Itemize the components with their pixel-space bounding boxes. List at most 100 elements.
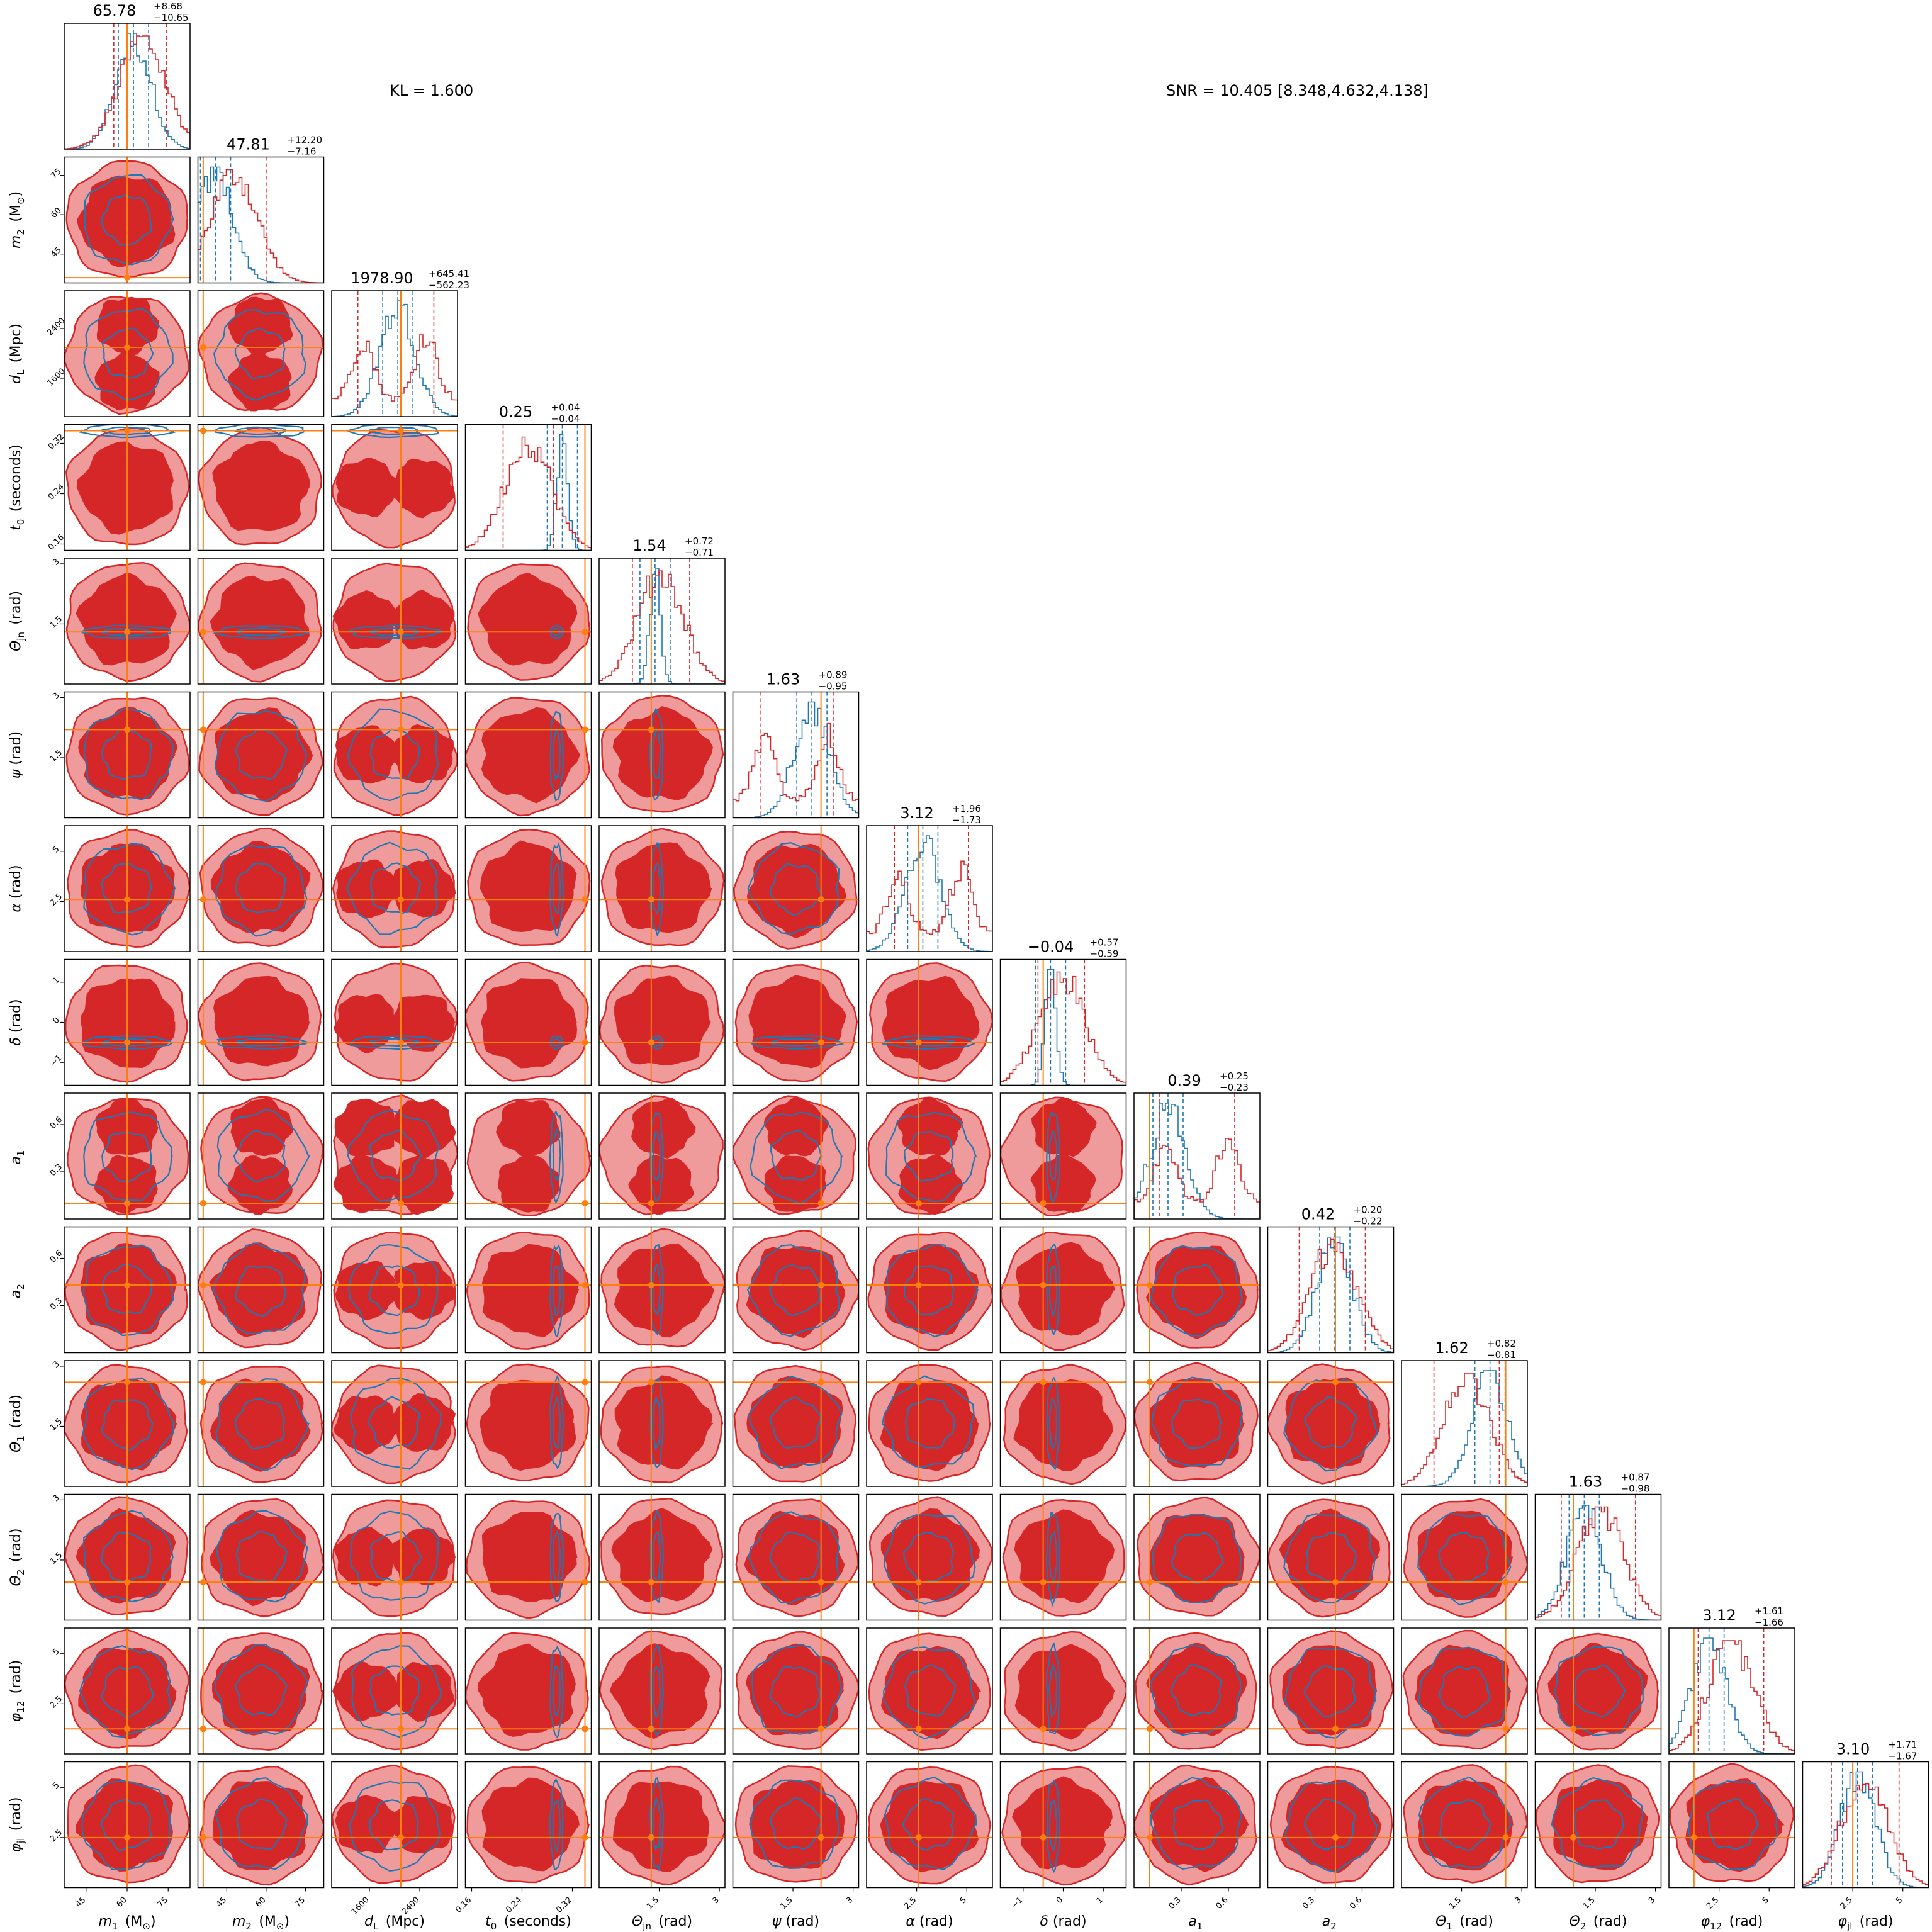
contour-b-outer (1284, 1647, 1377, 1739)
y-tick-label: 1.5 (48, 748, 64, 764)
panel-frame (197, 1226, 325, 1354)
panel-delta-delta (1000, 959, 1126, 1086)
contour-inner-0 (230, 1098, 293, 1157)
title-minus-m2: −7.16 (288, 146, 317, 157)
contour-b-inner (368, 1396, 420, 1449)
panel-frame (331, 825, 458, 952)
panel-delta-alpha (867, 959, 992, 1086)
panel-theta2-alpha (867, 1494, 992, 1620)
truth-point (817, 1834, 824, 1841)
contour-b-outer (649, 1777, 665, 1872)
y-tick-label: 2.5 (48, 1694, 64, 1710)
panel-alpha-theta_jn (599, 826, 725, 952)
contour-b-inner (904, 1664, 957, 1717)
contour-inner-0 (1011, 1776, 1113, 1870)
panel-frame (732, 1226, 860, 1354)
contour-b-outer (83, 709, 174, 800)
y-tick-label: 0.6 (48, 1249, 64, 1264)
contour-inner-1 (391, 1260, 457, 1320)
truth-point (581, 1282, 588, 1288)
title-minus-theta_jn: −0.71 (685, 547, 714, 558)
contour-inner-0 (481, 978, 578, 1069)
panel-frame (1401, 1627, 1528, 1755)
contour-inner-0 (746, 1376, 843, 1469)
truth-point (915, 1578, 922, 1585)
y-axis-label-theta1: Θ1 (rad) (8, 1395, 26, 1452)
contour-inner-0 (1282, 1645, 1378, 1736)
panel-a2-t0 (465, 1227, 592, 1353)
contour-b-inner (100, 1799, 152, 1851)
contour-b-inner (769, 1665, 822, 1717)
truth-point (124, 726, 130, 733)
panel-frame (331, 1360, 458, 1487)
panel-frame (1133, 1627, 1261, 1755)
contour-b-outer (349, 1510, 439, 1601)
hist-a-phi_jl (1802, 1783, 1929, 1888)
panel-phi_jl-a2 (1267, 1761, 1394, 1888)
panel-delta-psi (733, 959, 859, 1086)
truth-point (581, 1834, 588, 1841)
panel-frame (1267, 1627, 1395, 1755)
panel-frame (464, 958, 592, 1086)
title-theta_jn: 1.54 (632, 537, 666, 554)
panel-theta1-delta (1000, 1361, 1126, 1486)
panel-t0-dL (332, 424, 458, 551)
truth-point (398, 1039, 404, 1046)
panel-phi12-m1 (64, 1628, 190, 1754)
panel-phi12-theta_jn (599, 1628, 725, 1754)
contour-b-outer (649, 707, 664, 801)
title-m2: 47.81 (227, 136, 270, 154)
contour-b-outer (649, 1378, 664, 1468)
panel-phi12-t0 (465, 1628, 592, 1754)
contour-b-outer (346, 841, 438, 935)
truth-point (1332, 1834, 1339, 1841)
truth-point (1570, 1726, 1577, 1733)
panel-frame (331, 1092, 458, 1220)
x-tick-label: 60 (254, 1895, 267, 1909)
x-tick-label: 1.5 (1581, 1895, 1597, 1911)
contour-inner-0 (1281, 1779, 1382, 1873)
y-tick-label: 1.5 (48, 614, 64, 630)
panel-frame (64, 1627, 191, 1755)
panel-frame (999, 1627, 1127, 1755)
y-tick-label: 0.3 (48, 1296, 64, 1311)
truth-point (648, 1578, 654, 1585)
title-plus-theta2: +0.87 (1621, 1472, 1650, 1483)
y-tick-label: 1.5 (48, 1551, 64, 1566)
truth-point (1147, 1578, 1153, 1585)
panel-theta2-t0 (465, 1494, 592, 1620)
contour-b-inner (1048, 1530, 1058, 1585)
contour-b-outer (1417, 1646, 1510, 1737)
x-tick-label: 3 (710, 1895, 721, 1906)
title-minus-theta2: −0.98 (1621, 1483, 1650, 1495)
y-tick-label: 0.16 (47, 532, 66, 552)
contour-b-outer (750, 1111, 843, 1205)
y-tick-label: 0 (51, 1016, 61, 1026)
contour-b-inner (1171, 1531, 1224, 1584)
truth-point (199, 1282, 206, 1288)
contour-inner-0 (897, 1097, 963, 1156)
contour-b-inner (369, 1129, 423, 1182)
y-tick-label: 5 (51, 1647, 61, 1657)
contour-inner-0 (81, 843, 175, 933)
contour-b-inner (101, 327, 154, 379)
panel-frame (1401, 1761, 1528, 1889)
panel-phi12-a1 (1134, 1628, 1260, 1754)
contour-b-outer (1283, 1513, 1376, 1603)
panel-a1-t0 (465, 1093, 592, 1219)
panel-m2-m1 (64, 157, 190, 283)
contour-inner-1 (390, 1661, 455, 1722)
panel-frame (1534, 1627, 1662, 1755)
panel-frame (464, 558, 592, 685)
contour-b-inner (1439, 1666, 1491, 1718)
panel-phi_jl-phi_jl (1802, 1761, 1929, 1888)
truth-point (1147, 1834, 1153, 1841)
truth-point (817, 1039, 824, 1046)
truth-point (817, 1379, 824, 1386)
panel-psi-m2 (198, 692, 324, 818)
panel-frame (464, 825, 592, 952)
contour-b-inner (234, 1664, 288, 1716)
hist-a-t0 (465, 436, 592, 551)
truth-point (1332, 1578, 1339, 1585)
panel-a1-a1 (1134, 1093, 1260, 1219)
